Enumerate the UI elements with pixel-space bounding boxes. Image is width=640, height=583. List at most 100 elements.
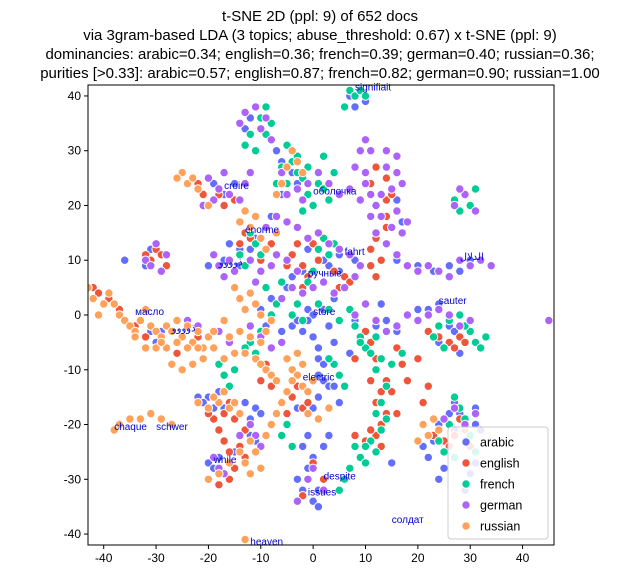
point-arabic <box>334 397 344 408</box>
point-french <box>397 348 407 358</box>
annotation-label: ручные <box>308 269 342 280</box>
point-german <box>298 195 308 205</box>
point-russian <box>266 419 276 430</box>
legend-marker-french <box>461 479 471 489</box>
point-english <box>397 359 407 369</box>
annotation-label: chaque <box>114 422 147 433</box>
point-arabic <box>277 326 287 337</box>
point-german <box>292 184 303 194</box>
point-english <box>224 447 235 457</box>
y-tick-label: 30 <box>68 144 82 158</box>
point-russian <box>229 348 240 358</box>
point-russian <box>219 387 229 397</box>
point-english <box>460 337 470 348</box>
point-french <box>434 436 444 446</box>
point-russian <box>172 315 182 326</box>
point-german <box>413 266 423 276</box>
point-german <box>240 107 250 118</box>
point-german <box>224 255 235 265</box>
point-russian <box>93 310 104 320</box>
point-german <box>387 184 397 194</box>
point-german <box>465 315 475 326</box>
point-russian <box>156 337 167 348</box>
point-english <box>219 200 229 211</box>
point-english <box>413 354 423 364</box>
point-arabic <box>434 474 444 484</box>
point-arabic <box>271 146 282 156</box>
point-russian <box>418 419 428 430</box>
point-german <box>366 189 376 200</box>
point-german <box>318 485 329 495</box>
point-french <box>449 392 460 402</box>
point-russian <box>250 211 261 222</box>
point-russian <box>104 288 114 298</box>
point-russian <box>245 436 256 446</box>
point-german <box>392 206 402 216</box>
point-russian <box>261 430 271 441</box>
point-russian <box>209 343 219 353</box>
point-russian <box>324 403 334 413</box>
point-german <box>235 430 245 441</box>
point-german <box>151 239 161 249</box>
point-french <box>350 321 360 331</box>
point-english <box>318 474 329 484</box>
point-russian <box>224 458 235 468</box>
point-french <box>298 206 308 216</box>
point-russian <box>434 425 444 435</box>
point-german <box>371 200 381 211</box>
point-german <box>376 211 386 222</box>
point-arabic <box>120 255 130 265</box>
point-english <box>366 244 376 255</box>
point-german <box>271 250 282 260</box>
point-russian <box>256 233 266 244</box>
point-french <box>455 310 465 320</box>
point-french <box>439 447 449 457</box>
point-russian <box>245 332 256 342</box>
point-german <box>444 272 454 282</box>
annotation-label: énorme <box>245 225 279 236</box>
legend-label: french <box>480 478 515 492</box>
title-line: dominancies: arabic=0.34; english=0.36; … <box>45 46 594 63</box>
point-arabic <box>256 408 266 419</box>
point-german <box>392 250 402 260</box>
y-tick-label: 40 <box>68 89 82 103</box>
point-arabic <box>329 381 339 391</box>
annotation-label: солдат <box>392 515 424 526</box>
point-german <box>544 315 554 326</box>
point-german <box>470 408 481 419</box>
point-english <box>214 480 224 490</box>
point-german <box>366 211 376 222</box>
point-german <box>282 189 292 200</box>
point-arabic <box>303 430 313 441</box>
x-tick-label: 0 <box>310 551 317 565</box>
x-tick-label: -10 <box>252 551 270 565</box>
point-german <box>318 277 329 287</box>
point-german <box>277 337 287 348</box>
point-russian <box>219 315 229 326</box>
point-french <box>229 365 240 375</box>
y-tick-label: -40 <box>64 527 82 541</box>
point-russian <box>182 321 193 331</box>
legend-marker-german <box>461 500 471 510</box>
point-arabic <box>298 326 308 337</box>
point-french <box>308 266 318 276</box>
point-german <box>261 222 271 233</box>
point-german <box>381 162 392 172</box>
point-arabic <box>313 343 324 353</box>
point-russian <box>177 365 187 375</box>
point-arabic <box>224 239 235 249</box>
point-russian <box>109 425 119 435</box>
point-russian <box>172 173 182 183</box>
y-tick-label: 0 <box>74 308 81 322</box>
point-french <box>277 277 287 287</box>
point-french <box>324 304 334 315</box>
point-french <box>371 332 381 342</box>
point-french <box>261 102 271 112</box>
annotation-label: ذوووو <box>218 258 243 269</box>
point-german <box>240 178 250 189</box>
point-english <box>329 266 339 276</box>
point-french <box>428 332 439 342</box>
point-arabic <box>308 332 318 342</box>
point-german <box>455 255 465 265</box>
